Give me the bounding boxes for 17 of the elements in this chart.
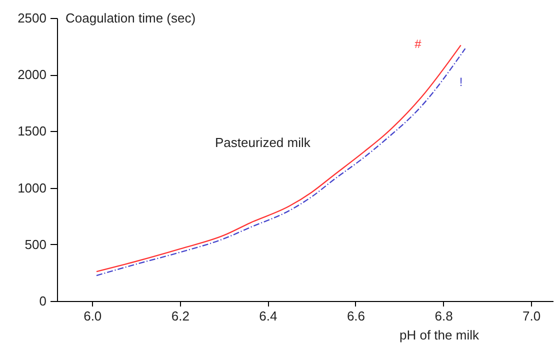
annotation: Pasteurized milk — [215, 135, 311, 150]
y-tick-label: 1000 — [18, 180, 46, 196]
x-tick-label: 6.2 — [171, 308, 190, 324]
y-tick-label: 2000 — [18, 67, 46, 82]
annotation: # — [414, 37, 422, 51]
x-tick-label: 7.0 — [522, 308, 541, 324]
y-tick-label: 0 — [39, 294, 46, 308]
y-tick-label: 1500 — [18, 124, 46, 139]
x-tick-label: 6.4 — [259, 308, 278, 324]
y-tick-label: 2500 — [18, 10, 46, 26]
x-tick-label: 6.8 — [434, 308, 453, 324]
annotation: ! — [459, 75, 463, 89]
x-tick-label: 6.0 — [84, 308, 102, 324]
x-axis-title: pH of the milk — [400, 328, 480, 342]
x-tick-label: 6.6 — [346, 308, 366, 324]
y-tick-label: 500 — [24, 236, 46, 252]
y-axis-title: Coagulation time (sec) — [66, 10, 196, 26]
